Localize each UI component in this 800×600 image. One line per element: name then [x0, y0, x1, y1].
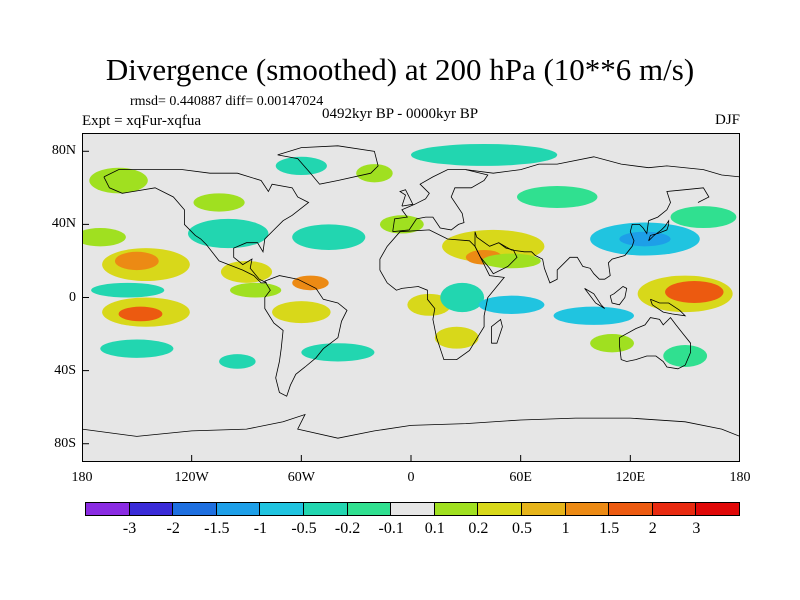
map-background [82, 133, 740, 462]
colorbar-box-8 [433, 502, 479, 516]
field-blob-16 [590, 334, 634, 353]
colorbar-box-5 [302, 502, 348, 516]
field-blob-11 [407, 293, 452, 316]
colorbar-label-5: -0.2 [334, 520, 361, 537]
lat-label-2: 0 [69, 289, 76, 305]
coastline-1 [264, 275, 348, 397]
colorbar-box-13 [651, 502, 697, 516]
field-blob-23 [670, 206, 737, 229]
field-blob-18 [356, 164, 393, 183]
coastline-9 [648, 219, 670, 242]
field-blob-1 [114, 251, 159, 271]
colorbar-label-0: -3 [122, 520, 137, 537]
field-blob-34 [301, 343, 375, 362]
colorbar [85, 502, 740, 516]
lon-label-5: 120E [615, 470, 646, 485]
colorbar-box-11 [564, 502, 610, 516]
field-blob-31 [411, 143, 558, 166]
lon-label-2: 60W [287, 470, 315, 485]
colorbar-label-7: 0.1 [424, 520, 445, 537]
colorbar-label-4: -0.5 [291, 520, 317, 537]
coastline-12 [650, 298, 687, 317]
divergence-field [82, 143, 737, 369]
coastlines [82, 145, 740, 439]
colorbar-label-10: 1 [561, 520, 570, 537]
coastline-7 [498, 187, 710, 284]
colorbar-label-9: 0.5 [512, 520, 532, 537]
coastline-2 [277, 145, 379, 185]
field-blob-7 [292, 275, 329, 291]
field-blob-4 [118, 306, 163, 322]
field-blob-35 [663, 345, 708, 367]
colorbar-box-14 [695, 502, 740, 516]
period-label: 0492kyr BP - 0000kyr BP [322, 106, 479, 122]
colorbar-label-6: -0.1 [378, 520, 404, 537]
coastline-8 [619, 316, 691, 370]
field-blob-8 [82, 228, 126, 247]
coastline-11 [609, 286, 628, 306]
colorbar-label-12: 2 [648, 520, 657, 537]
field-blob-17 [89, 167, 148, 194]
colorbar-box-7 [390, 502, 435, 516]
map-panel [82, 133, 740, 462]
field-blob-13 [482, 253, 541, 269]
lon-label-4: 60E [509, 470, 532, 485]
coastline-4 [392, 169, 489, 233]
coastline-5 [465, 156, 740, 178]
colorbar-label-11: 1.5 [599, 520, 620, 537]
colorbar-box-3 [215, 502, 261, 516]
colorbar-box-1 [128, 502, 174, 516]
coastline-0 [103, 169, 310, 284]
lat-label-3: 40S [54, 362, 76, 378]
field-blob-15 [665, 281, 724, 303]
colorbar-box-2 [172, 502, 217, 516]
plot-title: Divergence (smoothed) at 200 hPa (10**6 … [105, 52, 695, 87]
field-blob-26 [100, 339, 174, 358]
colorbar-label-8: 0.2 [468, 520, 489, 537]
colorbar-label-13: 3 [692, 520, 701, 537]
field-blob-32 [275, 156, 327, 176]
colorbar-box-4 [259, 502, 304, 516]
coastline-15 [82, 413, 740, 439]
field-blob-19 [193, 193, 245, 212]
lat-label-1: 40N [51, 216, 76, 232]
field-blob-25 [292, 224, 366, 250]
field-blob-27 [91, 282, 165, 298]
coastline-3 [379, 229, 505, 361]
coastline-13 [490, 318, 503, 344]
colorbar-label-1: -2 [166, 520, 180, 537]
field-blob-5 [230, 282, 282, 298]
field-blob-12 [434, 326, 479, 349]
colorbar-label-2: -1.5 [204, 520, 230, 537]
field-blob-33 [517, 186, 598, 208]
map-frame [82, 133, 740, 462]
field-blob-22 [619, 231, 671, 247]
lat-label-0: 80N [51, 143, 76, 159]
colorbar-box-12 [608, 502, 653, 516]
lon-label-1: 120W [174, 470, 209, 485]
field-blob-29 [478, 295, 545, 314]
axis-ticks [82, 150, 740, 462]
field-blob-24 [188, 218, 269, 249]
field-blob-28 [440, 282, 485, 313]
field-blob-20 [379, 215, 424, 234]
colorbar-box-10 [520, 502, 566, 516]
experiment-label: Expt = xqFur-xqfua [82, 113, 201, 129]
coastline-6 [474, 231, 518, 275]
season-label: DJF [714, 112, 740, 128]
field-blob-36 [219, 354, 256, 369]
lon-label-0: 180 [71, 470, 93, 485]
coastline-14 [399, 189, 414, 207]
colorbar-box-0 [85, 502, 130, 516]
coastline-10 [584, 288, 605, 309]
colorbar-box-9 [477, 502, 522, 516]
lon-label-3: 0 [407, 470, 415, 485]
colorbar-box-6 [346, 502, 392, 516]
field-blob-30 [553, 306, 634, 325]
stats-text: rmsd= 0.440887 diff= 0.00147024 [130, 94, 324, 109]
lat-label-4: 80S [54, 435, 76, 451]
field-blob-6 [272, 301, 331, 324]
colorbar-label-3: -1 [253, 520, 268, 537]
lon-label-6: 180 [729, 470, 751, 485]
